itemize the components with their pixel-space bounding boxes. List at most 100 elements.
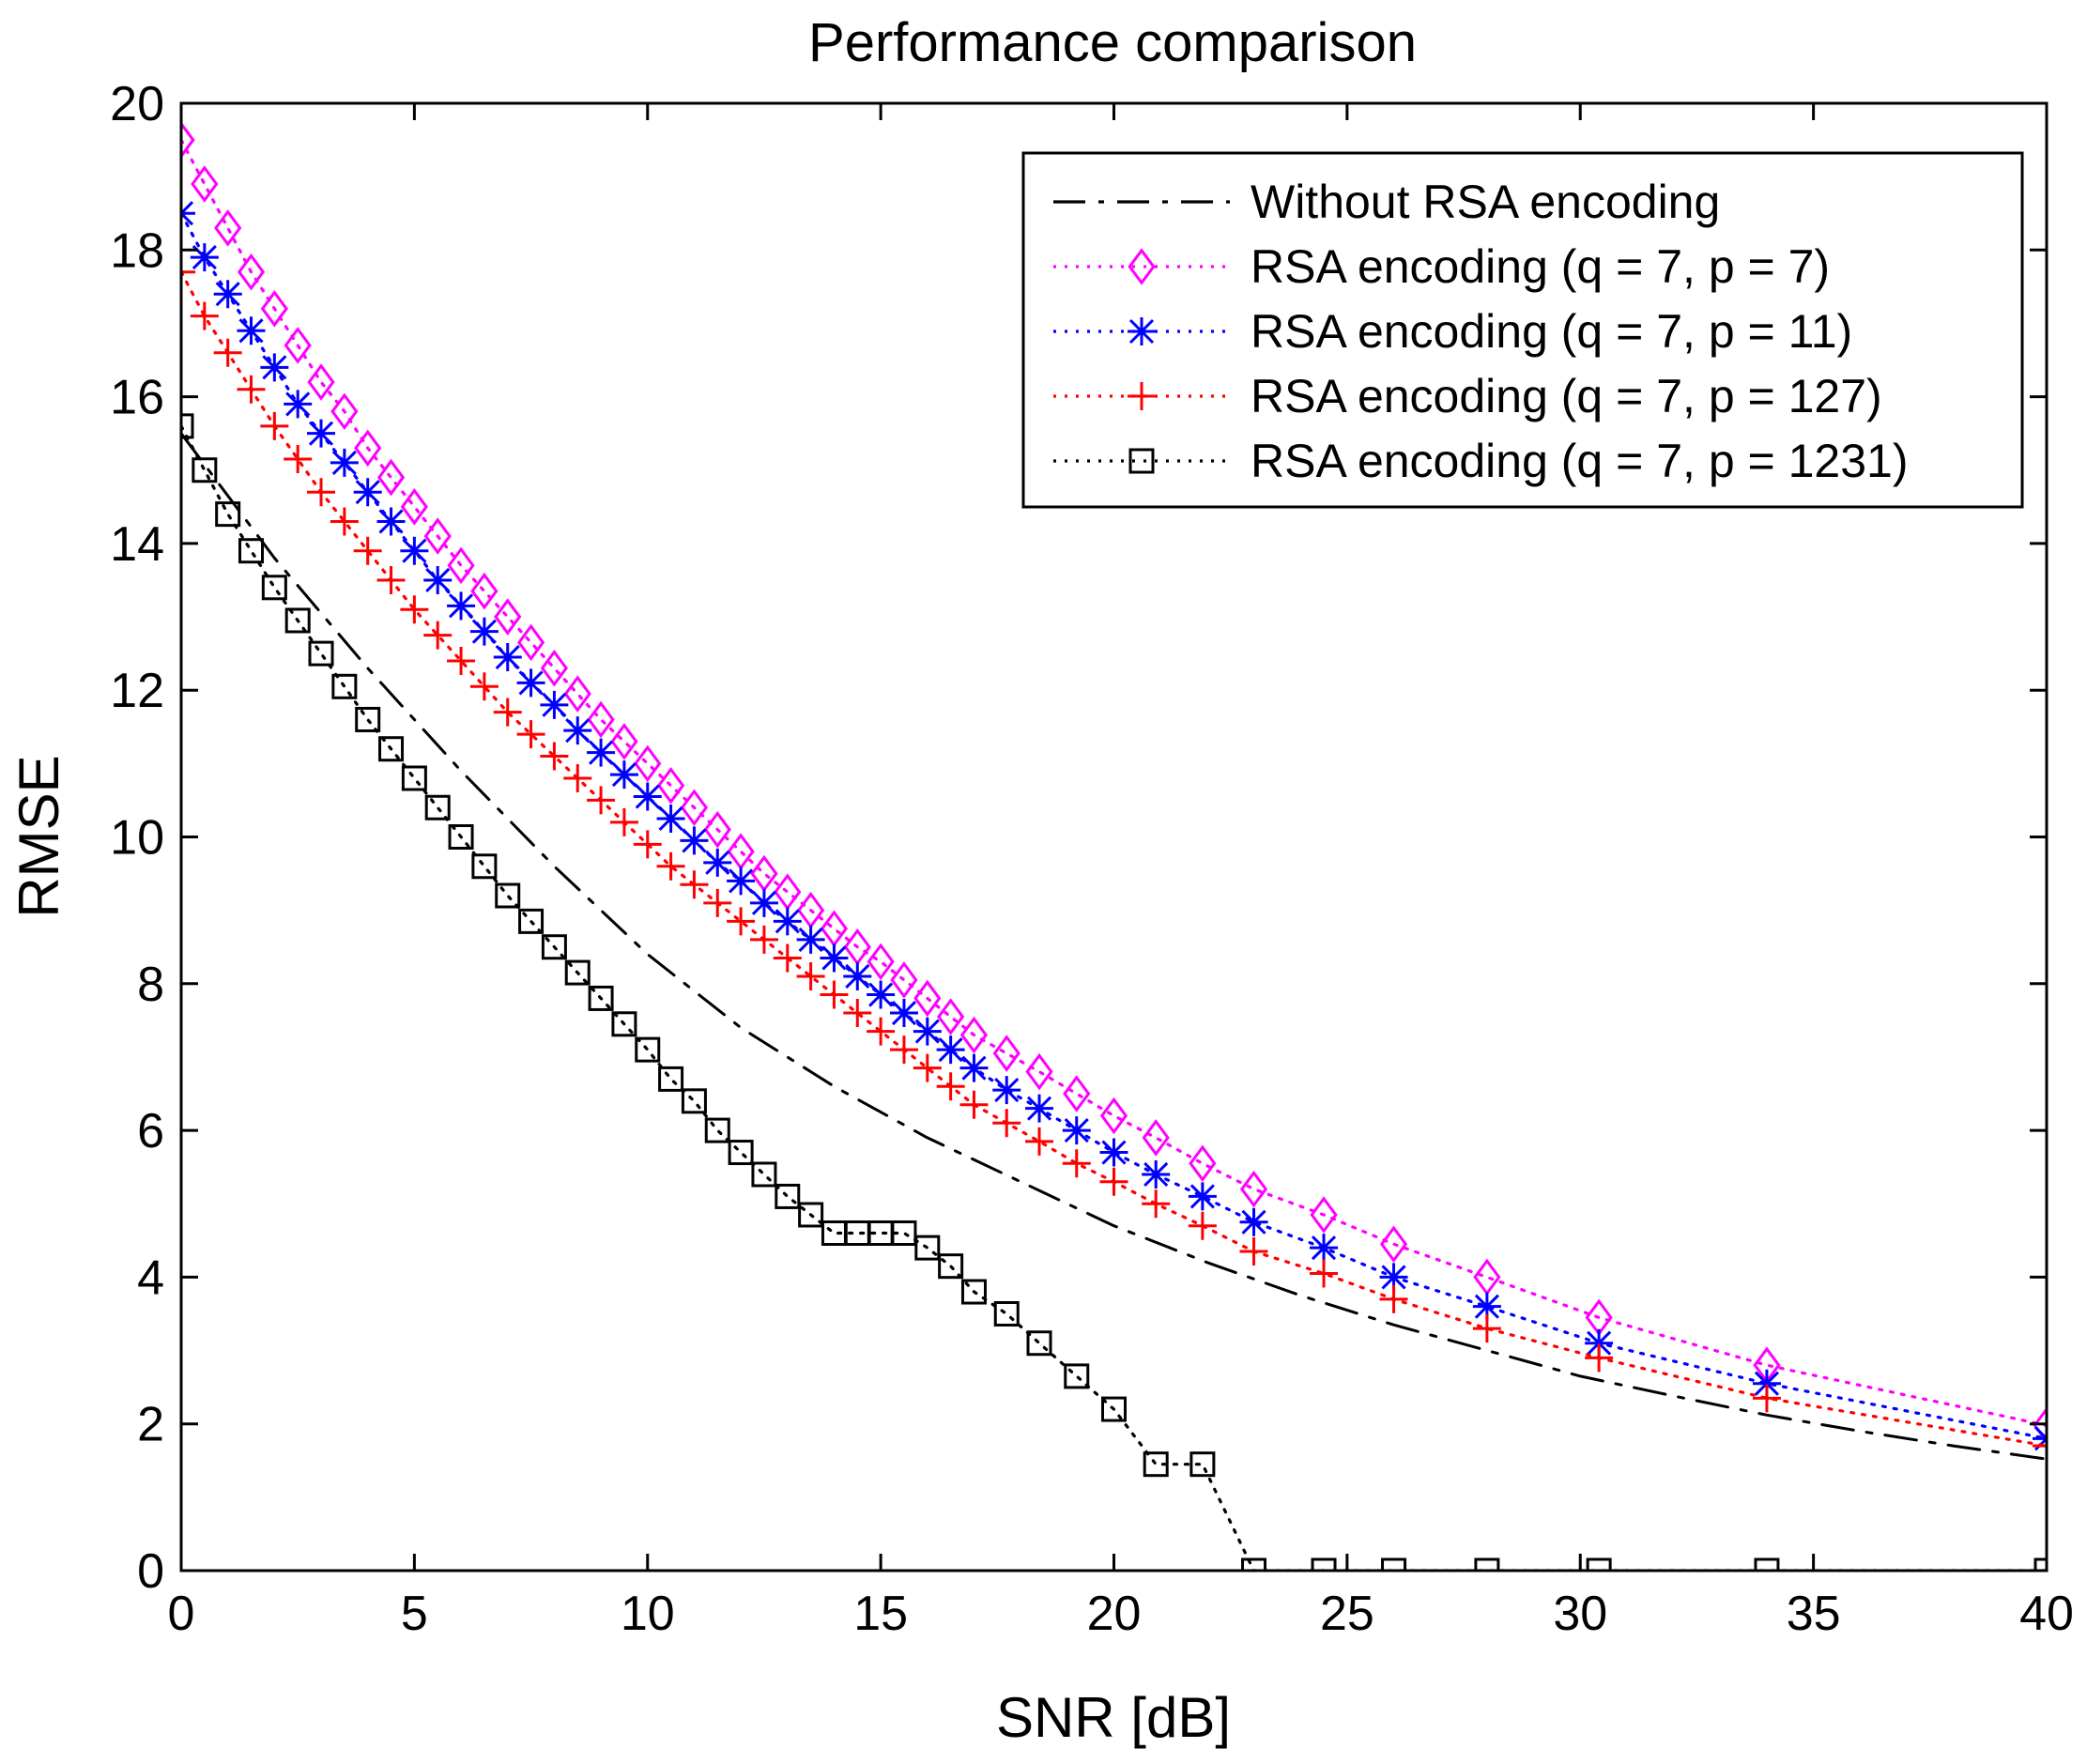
series-4-point — [1472, 1314, 1501, 1343]
series-3-point — [1379, 1263, 1408, 1292]
series-2-point — [516, 623, 545, 662]
series-2-point — [181, 121, 195, 159]
series-3-point — [447, 591, 476, 621]
series-4-point — [1310, 1259, 1339, 1288]
series-5-point — [1586, 1557, 1612, 1571]
series-5-point — [378, 736, 405, 762]
series-5-point — [611, 1011, 637, 1037]
series-2-point — [494, 598, 522, 636]
series-2-point — [634, 744, 662, 783]
tick-labels: 0 5 10 15 20 25 30 35 40 0 2 4 6 8 10 12 14 16 18 20 — [110, 77, 2074, 1641]
series-4 — [181, 257, 2047, 1461]
series-4-point — [447, 646, 476, 675]
legend-item: RSA encoding (q = 7, p = 11) — [1053, 305, 1852, 358]
series-3-point — [237, 316, 266, 345]
series-5-point — [1101, 1396, 1127, 1422]
series-2-point — [656, 767, 685, 805]
series-2-point — [1142, 1119, 1170, 1157]
series-3-point — [1099, 1138, 1128, 1167]
series-5-point — [424, 794, 451, 821]
legend-marker-sample — [1128, 448, 1155, 474]
series-3-point — [330, 448, 359, 477]
series-4-point — [680, 870, 709, 899]
series-5-point — [495, 882, 521, 909]
plot-frame — [179, 101, 2049, 1572]
series-2 — [181, 121, 2047, 1445]
series-4-point — [843, 999, 872, 1028]
series-3-point — [680, 826, 709, 855]
legend-item: RSA encoding (q = 7, p = 1231) — [1053, 435, 1909, 487]
series-4-point — [400, 595, 429, 624]
series-3-point — [376, 507, 406, 536]
series-3-point — [656, 804, 685, 833]
series-5-point — [1064, 1363, 1090, 1389]
x-tick-label: 10 — [621, 1587, 675, 1641]
series-5-point — [1311, 1557, 1337, 1571]
series-5-point — [215, 501, 241, 528]
series-2-point — [563, 675, 591, 713]
series-4-point — [1188, 1211, 1217, 1240]
series-4-point — [889, 1035, 918, 1065]
series-3-point — [423, 565, 453, 594]
legend-marker-sample — [1128, 317, 1156, 345]
series-4-point — [656, 851, 685, 881]
legend-item: Without RSA encoding — [1053, 176, 1720, 228]
series-3-point — [796, 925, 825, 954]
series-5-point — [914, 1235, 941, 1261]
series-2-point — [260, 290, 288, 328]
series-4-point — [1025, 1127, 1054, 1156]
x-tick-label: 5 — [401, 1587, 428, 1641]
chart-title: Performance comparison — [808, 12, 1417, 73]
series-2-point — [2033, 1406, 2047, 1445]
x-tick-label: 20 — [1087, 1587, 1142, 1641]
series-4-point — [992, 1109, 1021, 1138]
series-3-point — [493, 643, 522, 672]
series-4-point — [516, 720, 545, 749]
series-5-point — [960, 1279, 987, 1305]
series-2-point — [1189, 1144, 1217, 1183]
series-3-point — [1472, 1292, 1501, 1321]
series-2-point — [587, 700, 615, 739]
series-3-point — [284, 390, 313, 419]
series-2-point — [959, 1016, 989, 1054]
series-4-point — [1752, 1384, 1781, 1413]
series-5-point — [564, 959, 591, 986]
series-4-point — [773, 943, 802, 973]
series-1 — [181, 432, 2047, 1461]
series-3-point — [843, 961, 872, 990]
series-5-point — [775, 1183, 801, 1209]
series-4-point — [609, 807, 638, 836]
legend-label: RSA encoding (q = 7, p = 11) — [1251, 305, 1852, 358]
x-tick-label: 0 — [168, 1587, 195, 1641]
series-2-point — [284, 327, 312, 364]
series-2-point — [610, 723, 638, 760]
series-3-point — [633, 782, 662, 811]
series-layer — [181, 121, 2047, 1571]
series-3-point — [749, 888, 778, 917]
series-2-point — [937, 998, 965, 1035]
series-5-point — [658, 1066, 684, 1092]
series-5-point — [1241, 1557, 1267, 1571]
series-3-point — [400, 536, 429, 565]
series-3-point — [190, 243, 219, 272]
series-3-point — [1025, 1094, 1054, 1123]
series-3 — [181, 199, 2047, 1453]
series-4-point — [936, 1072, 965, 1101]
series-5-point — [1026, 1330, 1052, 1357]
series-5-point — [798, 1202, 824, 1228]
x-tick-label: 15 — [853, 1587, 908, 1641]
series-2-point — [423, 517, 452, 555]
series-3-point — [587, 738, 616, 767]
y-tick-label: 10 — [110, 811, 164, 866]
series-2-point — [470, 572, 499, 610]
legend-marker-sample — [1128, 382, 1156, 410]
x-tick-label: 25 — [1320, 1587, 1374, 1641]
series-4-point — [1239, 1237, 1268, 1266]
series-5-point — [1474, 1557, 1500, 1571]
series-4-point — [423, 621, 453, 650]
series-2-point — [447, 546, 475, 585]
series-4-point — [913, 1053, 942, 1082]
series-2-point — [237, 253, 266, 291]
series-5-point — [331, 673, 358, 699]
series-2-point — [1379, 1225, 1408, 1264]
